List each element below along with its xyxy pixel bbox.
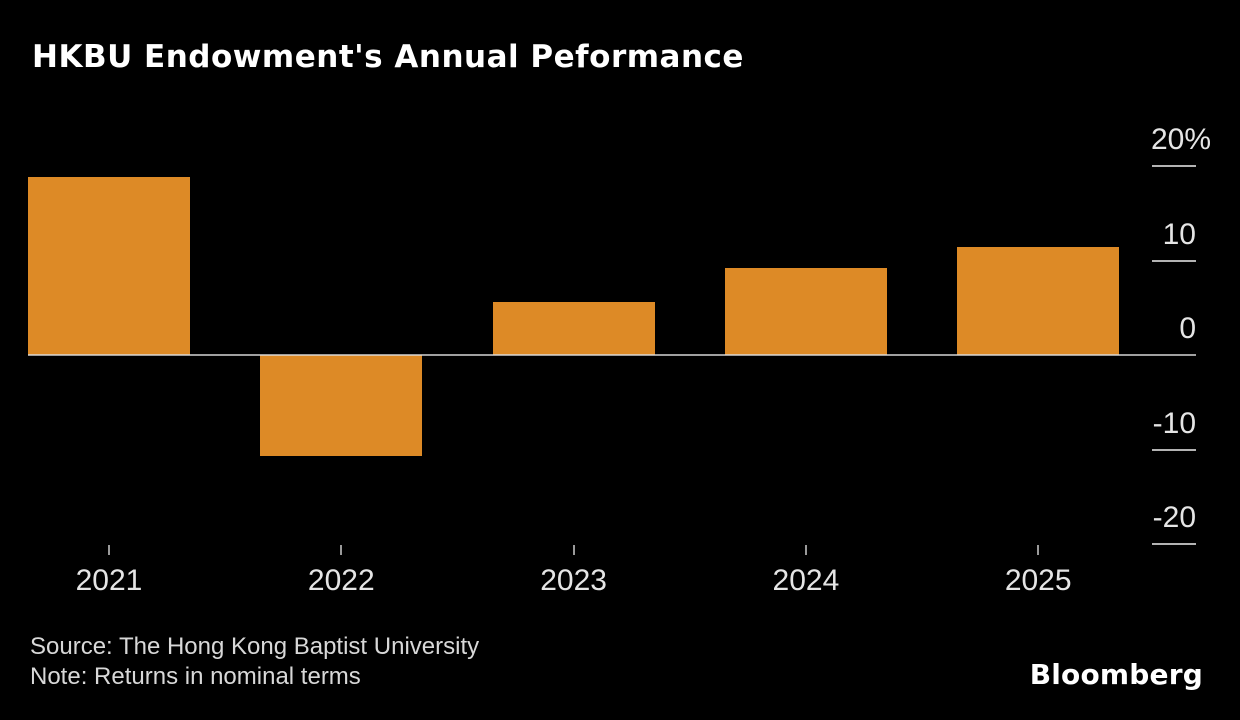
bar [260,355,423,457]
bar [28,177,190,355]
x-axis-label: 2025 [1004,564,1072,597]
x-axis-tick [108,545,110,555]
x-axis-label: 2022 [307,564,375,597]
x-axis-tick [1037,545,1040,555]
zero-axis-line [28,354,1196,356]
x-axis-label: 2021 [75,564,143,597]
chart-title: HKBU Endowment's Annual Peformance [32,39,744,75]
y-axis-label: -10 [1152,406,1196,440]
bar [724,268,887,355]
x-axis-tick [572,545,575,555]
y-axis-tick [1152,259,1196,262]
y-axis-tick [1152,543,1196,545]
y-axis-label: 20% [1150,123,1211,156]
bar [492,302,655,355]
note-text: Note: Returns in nominal terms [30,663,361,690]
y-axis-label: -20 [1152,501,1196,534]
y-axis-tick [1152,165,1196,167]
y-axis-label: 0 [1179,312,1196,345]
x-axis-tick [804,545,807,555]
y-axis-tick [1152,448,1196,451]
bloomberg-logo: Bloomberg [1029,658,1203,691]
source-text: Source: The Hong Kong Baptist University [30,633,480,660]
y-axis-label: 10 [1162,217,1196,251]
x-axis-tick [340,545,343,555]
x-axis-label: 2023 [540,564,607,597]
bar [957,247,1120,355]
x-axis-label: 2024 [772,564,840,597]
